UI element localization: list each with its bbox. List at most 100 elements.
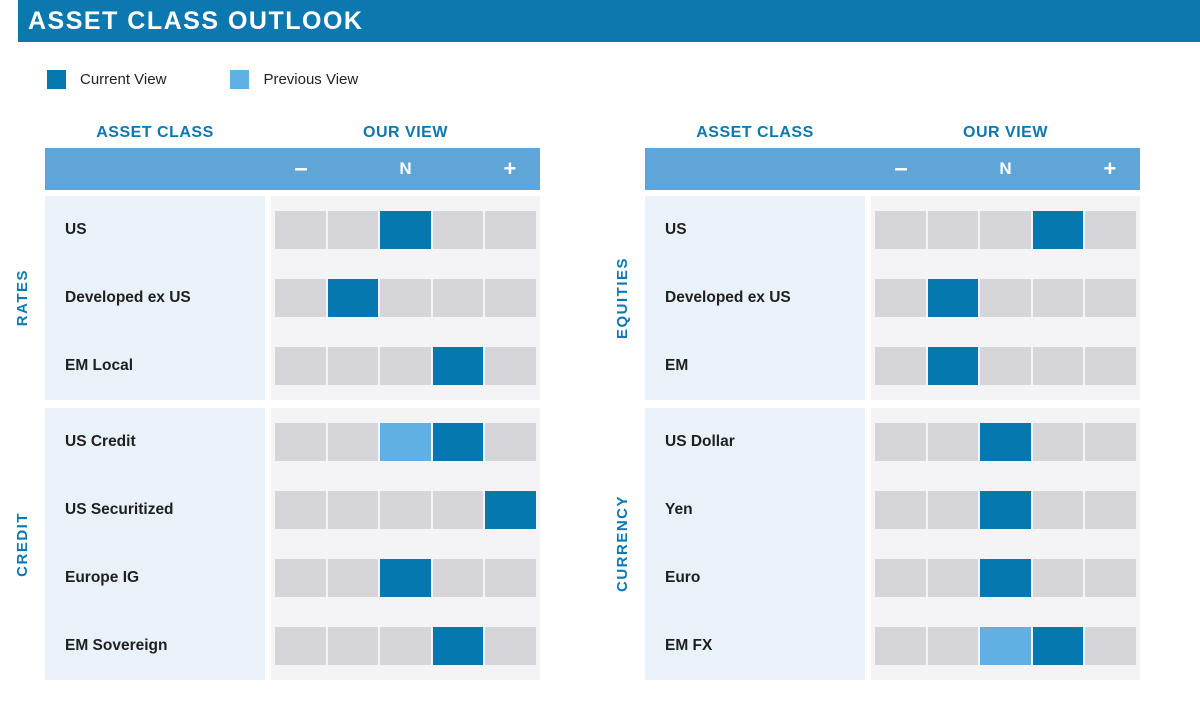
view-cell bbox=[275, 491, 326, 529]
asset-group-section: CURRENCY US Dollar Yen Euro EM FX bbox=[600, 408, 1140, 680]
view-cell bbox=[275, 347, 326, 385]
view-cell bbox=[927, 559, 979, 597]
view-cell bbox=[875, 559, 926, 597]
view-cell-current bbox=[380, 211, 431, 249]
asset-row-label: EM Sovereign bbox=[65, 637, 168, 654]
view-scale bbox=[875, 423, 1136, 461]
view-cell-current bbox=[327, 279, 379, 317]
view-cell-previous bbox=[380, 423, 431, 461]
scale-band: – N + bbox=[45, 148, 540, 190]
view-cell bbox=[380, 347, 431, 385]
view-cell-previous bbox=[980, 627, 1031, 665]
scale-empty bbox=[432, 148, 484, 190]
view-cell bbox=[927, 211, 979, 249]
view-cell bbox=[875, 211, 926, 249]
our-view-column bbox=[871, 196, 1140, 400]
asset-row-label: US bbox=[65, 221, 87, 238]
view-row bbox=[871, 196, 1140, 264]
scale-empty bbox=[1032, 148, 1084, 190]
asset-row-label: US Securitized bbox=[65, 501, 174, 518]
view-cell bbox=[327, 211, 379, 249]
asset-row-label: Euro bbox=[665, 569, 701, 586]
view-row bbox=[271, 612, 540, 680]
group-label: CREDIT bbox=[14, 511, 31, 577]
scale-ticks: – N + bbox=[271, 148, 540, 190]
asset-row-label: Developed ex US bbox=[665, 289, 791, 306]
view-cell bbox=[1032, 279, 1084, 317]
header-spacer bbox=[600, 118, 645, 148]
view-cell-current bbox=[927, 279, 979, 317]
view-row bbox=[271, 196, 540, 264]
view-scale bbox=[875, 211, 1136, 249]
scale-neutral-label: N bbox=[399, 159, 412, 178]
view-row bbox=[271, 408, 540, 476]
our-view-header: OUR VIEW bbox=[963, 124, 1048, 141]
asset-row-label: EM bbox=[665, 357, 689, 374]
outlook-table-left: ASSET CLASS OUR VIEW – N + RATES US Developed e… bbox=[0, 118, 540, 680]
view-scale bbox=[875, 347, 1136, 385]
view-scale bbox=[275, 491, 536, 529]
view-scale bbox=[275, 211, 536, 249]
group-label-cell: EQUITIES bbox=[600, 196, 645, 400]
group-label-cell: CREDIT bbox=[0, 408, 45, 680]
view-cell bbox=[980, 211, 1031, 249]
view-cell bbox=[380, 491, 431, 529]
view-cell bbox=[1085, 627, 1136, 665]
view-scale bbox=[875, 559, 1136, 597]
asset-class-column: US Developed ex US EM Local bbox=[45, 196, 265, 400]
asset-row-label: US bbox=[665, 221, 687, 238]
view-row bbox=[871, 408, 1140, 476]
view-cell bbox=[485, 347, 536, 385]
view-row bbox=[871, 476, 1140, 544]
view-row bbox=[871, 544, 1140, 612]
asset-row-label: Europe IG bbox=[65, 569, 140, 586]
view-cell bbox=[1085, 347, 1136, 385]
view-cell bbox=[485, 423, 536, 461]
view-cell bbox=[327, 559, 379, 597]
current-view-swatch bbox=[47, 70, 66, 89]
view-cell bbox=[275, 211, 326, 249]
group-label-cell: CURRENCY bbox=[600, 408, 645, 680]
view-cell bbox=[1085, 491, 1136, 529]
view-cell bbox=[432, 491, 484, 529]
view-cell bbox=[1085, 211, 1136, 249]
legend-item-current: Current View bbox=[47, 70, 166, 89]
legend: Current View Previous View bbox=[47, 70, 358, 89]
view-scale bbox=[875, 279, 1136, 317]
view-cell bbox=[927, 423, 979, 461]
view-cell-current bbox=[432, 627, 484, 665]
view-cell-current bbox=[980, 491, 1031, 529]
view-scale bbox=[275, 627, 536, 665]
our-view-header: OUR VIEW bbox=[363, 124, 448, 141]
scale-plus-label: + bbox=[503, 156, 517, 181]
view-cell bbox=[980, 279, 1031, 317]
outlook-table-right: ASSET CLASS OUR VIEW – N + EQUITIES US Develope… bbox=[600, 118, 1140, 680]
view-cell bbox=[875, 279, 926, 317]
view-row bbox=[871, 612, 1140, 680]
view-cell bbox=[980, 347, 1031, 385]
view-cell bbox=[275, 279, 326, 317]
asset-class-header: ASSET CLASS bbox=[696, 124, 814, 141]
view-cell bbox=[927, 491, 979, 529]
view-cell bbox=[275, 423, 326, 461]
view-cell bbox=[875, 347, 926, 385]
view-cell bbox=[327, 423, 379, 461]
view-cell bbox=[275, 627, 326, 665]
view-cell-current bbox=[1032, 211, 1084, 249]
view-cell bbox=[485, 559, 536, 597]
view-cell bbox=[875, 423, 926, 461]
view-cell bbox=[927, 627, 979, 665]
our-view-column bbox=[271, 196, 540, 400]
view-cell bbox=[875, 491, 926, 529]
asset-row-label: Yen bbox=[665, 501, 693, 518]
asset-class-column: US Credit US Securitized Europe IG EM Sover… bbox=[45, 408, 265, 680]
view-cell bbox=[1032, 559, 1084, 597]
view-cell-current bbox=[380, 559, 431, 597]
view-cell bbox=[1085, 559, 1136, 597]
asset-row-label: EM FX bbox=[665, 637, 713, 654]
scale-minus-label: – bbox=[294, 155, 308, 182]
view-row bbox=[871, 332, 1140, 400]
view-scale bbox=[275, 559, 536, 597]
group-label: EQUITIES bbox=[614, 256, 631, 339]
